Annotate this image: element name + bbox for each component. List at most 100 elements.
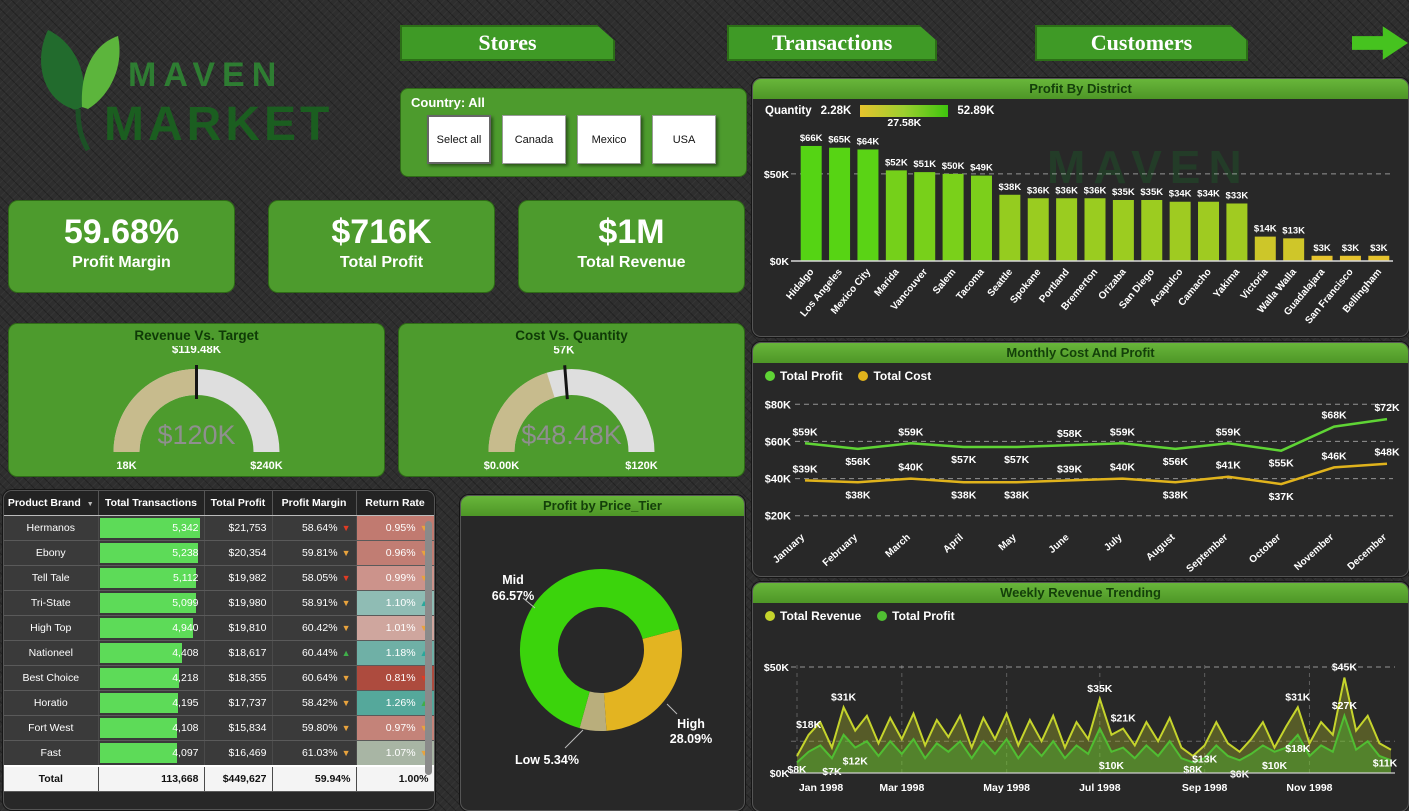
data-label: $40K <box>1110 462 1136 474</box>
gauge-value-arc[interactable] <box>113 369 197 453</box>
district-bar[interactable] <box>970 175 992 261</box>
district-bar[interactable] <box>800 145 822 261</box>
data-label: $59K <box>1216 426 1242 438</box>
margin-cell: 58.91% ▼ <box>272 590 357 616</box>
x-axis-label: June <box>1047 532 1072 556</box>
tab-customers[interactable]: Customers <box>1035 25 1248 61</box>
district-bar[interactable] <box>829 147 851 261</box>
series-line-cost[interactable] <box>804 462 1388 486</box>
next-page-arrow-icon[interactable] <box>1352 26 1408 60</box>
filter-mexico-button[interactable]: Mexico <box>577 115 641 164</box>
bar-data-label: $3K <box>1313 243 1331 254</box>
pie-slice-high[interactable] <box>603 629 682 731</box>
x-axis-label: Mar 1998 <box>879 782 924 794</box>
series-line-profit[interactable] <box>796 712 1392 764</box>
monthly-cost-profit-chart[interactable]: $20K $40K $60K $80K $59K $56K $59K $57K $57K $58K… <box>757 387 1402 573</box>
x-axis-label: January <box>771 532 807 566</box>
filter-canada-button[interactable]: Canada <box>502 115 566 164</box>
trend-arrow-icon: ▲ <box>420 648 429 658</box>
brand-cell: Nationeel <box>4 640 99 666</box>
district-bar[interactable] <box>1283 238 1305 261</box>
data-label: $57K <box>951 454 977 466</box>
data-label: $41K <box>1216 460 1242 472</box>
district-bar[interactable] <box>885 170 907 261</box>
district-bar[interactable] <box>857 149 879 261</box>
cost-vs-quantity-gauge[interactable]: 57K $48.48K$0.00K $120K <box>399 346 744 474</box>
tab-stores[interactable]: Stores <box>400 25 615 61</box>
table-scrollbar[interactable] <box>425 521 432 775</box>
district-bar[interactable] <box>1311 255 1333 261</box>
x-axis-label: October <box>1247 532 1283 566</box>
legend-total-profit[interactable]: Total Profit <box>765 369 842 383</box>
district-bar[interactable] <box>1339 255 1361 261</box>
gauge-value-arc[interactable] <box>488 372 556 453</box>
column-header-total-transactions[interactable]: Total Transactions <box>98 491 205 516</box>
y-axis-label: $0K <box>770 256 790 268</box>
transactions-cell: 5,342 <box>98 515 205 541</box>
bar-data-label: $35K <box>1140 187 1163 198</box>
district-bar[interactable] <box>1056 198 1078 261</box>
data-label: $37K <box>1269 491 1295 503</box>
district-bar[interactable] <box>1254 236 1276 261</box>
data-label: $45K <box>1332 662 1358 674</box>
slice-label: Mid <box>502 573 524 587</box>
pie-slice-mid[interactable] <box>520 569 680 729</box>
series-area-profit[interactable] <box>797 715 1391 773</box>
kpi-total-revenue: $1M Total Revenue <box>518 200 745 293</box>
profit-cell: $19,982 <box>204 565 273 591</box>
weekly-revenue-trending-chart[interactable]: $0K $50K Jan 1998 Mar 1998 May 1998 Jul 1998 S… <box>757 627 1402 809</box>
trend-arrow-icon: ▼ <box>341 723 351 733</box>
pie-slice-low[interactable] <box>579 691 607 732</box>
revenue-vs-target-gauge-panel: Revenue Vs. Target $119.48K $120K 18K $240K <box>8 323 385 477</box>
bar-data-label: $52K <box>885 157 908 168</box>
district-bar[interactable] <box>1027 198 1049 261</box>
data-label: $6K <box>1230 768 1250 780</box>
tab-transactions[interactable]: Transactions <box>727 25 937 61</box>
brand-cell: Fort West <box>4 715 99 741</box>
transactions-data-bar <box>99 518 201 538</box>
district-bar[interactable] <box>942 173 964 261</box>
district-bar[interactable] <box>1141 200 1163 261</box>
district-bar[interactable] <box>1198 201 1220 261</box>
column-header-product-brand[interactable]: Product Brand ▼ <box>4 491 99 516</box>
revenue-vs-target-gauge[interactable]: $119.48K $120K 18K $240K <box>9 346 384 474</box>
data-label: $38K <box>1004 489 1030 501</box>
legend-total-revenue[interactable]: Total Revenue <box>765 609 861 623</box>
filter-select-all-button[interactable]: Select all <box>427 115 491 164</box>
monthly-cost-profit-panel: Monthly Cost And Profit Total Profit Tot… <box>752 342 1409 577</box>
x-axis-label: Jul 1998 <box>1079 782 1121 794</box>
legend-total-cost[interactable]: Total Cost <box>858 369 931 383</box>
filter-usa-button[interactable]: USA <box>652 115 716 164</box>
data-label: $46K <box>1322 450 1348 462</box>
district-bar[interactable] <box>914 172 936 261</box>
district-bar[interactable] <box>1368 255 1390 261</box>
kpi-label: Total Revenue <box>577 254 686 271</box>
legend-total-profit[interactable]: Total Profit <box>877 609 955 623</box>
district-bar[interactable] <box>1226 203 1248 261</box>
district-bar[interactable] <box>1084 198 1106 261</box>
column-header-return-rate[interactable]: Return Rate <box>356 491 434 516</box>
series-line-profit[interactable] <box>804 417 1388 452</box>
return-rate-cell: 0.95%▼ <box>356 515 434 541</box>
y-axis-label: $40K <box>765 474 791 486</box>
district-bar[interactable] <box>1169 201 1191 261</box>
column-header-total-profit[interactable]: Total Profit <box>204 491 273 516</box>
profit-cell: $18,617 <box>204 640 273 666</box>
district-bar[interactable] <box>1112 200 1134 261</box>
column-header-profit-margin[interactable]: Profit Margin <box>272 491 357 516</box>
series-line-revenue[interactable] <box>796 677 1392 758</box>
district-bar[interactable] <box>999 194 1021 261</box>
slice-label: High <box>677 717 705 731</box>
